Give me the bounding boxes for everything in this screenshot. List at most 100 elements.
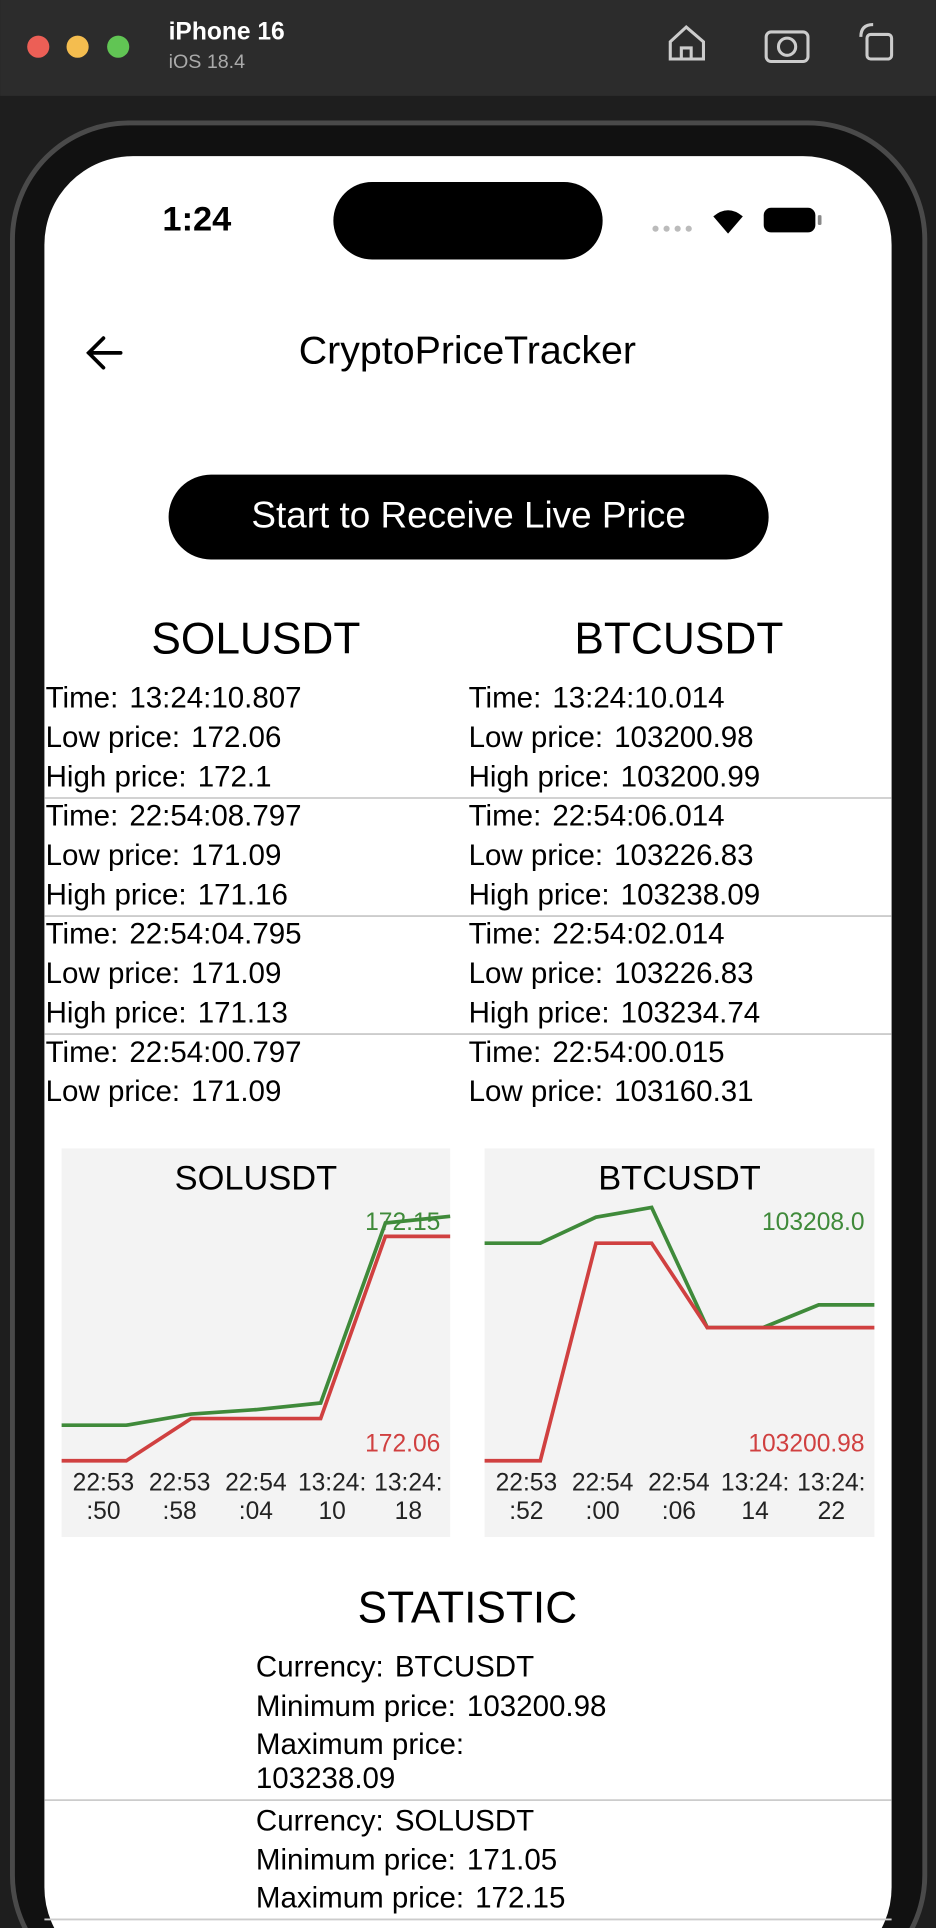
price-time-label: Time:: [469, 918, 542, 951]
price-high-label: High price:: [46, 878, 187, 911]
price-high-value: 172.1: [198, 760, 272, 793]
price-low-label: Low price:: [469, 957, 603, 990]
price-low-label: Low price:: [46, 1075, 180, 1108]
price-high: High price: 103200.99: [469, 760, 761, 793]
zoom-button[interactable]: [107, 35, 130, 58]
stat-currency: Currency: SOLUSDT: [256, 1804, 534, 1837]
price-time-value: 13:24:10.807: [129, 681, 301, 714]
price-high: High price: 171.16: [46, 878, 288, 911]
price-low-value: 171.09: [191, 839, 281, 872]
x-tick-label: :52: [509, 1498, 543, 1525]
price-high: High price: 172.1: [46, 760, 272, 793]
stat-min: Minimum price: 171.05: [256, 1843, 557, 1876]
x-tick-label: 22:53: [496, 1470, 558, 1497]
start-button-label[interactable]: Start to Receive Live Price: [251, 494, 685, 535]
price-time-label: Time:: [469, 681, 542, 714]
price-time: Time: 22:54:00.797: [46, 1036, 302, 1069]
chart-panel: [484, 1148, 875, 1537]
stat-currency: Currency: BTCUSDT: [256, 1650, 534, 1683]
price-low-value: 103160.31: [614, 1075, 753, 1108]
x-tick-label: 13:24:: [298, 1470, 366, 1497]
price-low: Low price: 103226.83: [469, 839, 754, 872]
stat-max-value: 103238.09: [256, 1762, 395, 1795]
x-tick-label: 22:53: [149, 1470, 211, 1497]
price-high-label: High price:: [469, 878, 610, 911]
price-low: Low price: 103226.83: [469, 957, 754, 990]
price-time-value: 22:54:08.797: [129, 799, 301, 832]
price-line-low: [61, 1234, 451, 1463]
price-low: Low price: 171.09: [46, 1075, 282, 1108]
stat-currency-value: BTCUSDT: [395, 1650, 534, 1683]
dynamic-island: [333, 181, 603, 260]
stat-min-value: 171.05: [467, 1843, 557, 1876]
chart-panel: [61, 1148, 451, 1537]
price-high-value: 103234.74: [621, 996, 760, 1029]
stat-min-value: 103200.98: [467, 1690, 606, 1723]
start-button[interactable]: [168, 474, 769, 560]
x-tick-label: 13:24:: [721, 1470, 789, 1497]
price-high: High price: 171.13: [46, 996, 288, 1029]
price-low-label: Low price:: [469, 1075, 603, 1108]
statistic-title: STATISTIC: [358, 1583, 578, 1632]
price-time-value: 22:54:02.014: [552, 918, 724, 951]
price-high: High price: 103238.09: [469, 878, 761, 911]
feed-symbol: BTCUSDT: [574, 615, 783, 664]
price-high: High price: 103234.74: [469, 996, 761, 1029]
x-tick-label: 22: [818, 1498, 845, 1525]
price-high-value: 171.16: [198, 878, 288, 911]
price-time: Time: 13:24:10.807: [46, 681, 302, 714]
device-name: iPhone 16: [169, 19, 285, 46]
low-price-label: 103200.98: [748, 1430, 864, 1457]
price-time-label: Time:: [46, 918, 119, 951]
price-low-value: 171.09: [191, 1075, 281, 1108]
stat-currency-label: Currency:: [256, 1804, 384, 1837]
price-time: Time: 22:54:06.014: [469, 799, 725, 832]
price-low-label: Low price:: [46, 721, 180, 754]
price-time-value: 22:54:04.795: [129, 918, 301, 951]
price-time-value: 13:24:10.014: [552, 681, 724, 714]
x-tick-label: :00: [586, 1498, 620, 1525]
x-tick-label: :50: [86, 1498, 120, 1525]
stat-min-label: Minimum price:: [256, 1690, 456, 1723]
price-low-label: Low price:: [46, 839, 180, 872]
price-time: Time: 22:54:00.015: [469, 1036, 725, 1069]
price-low-value: 103226.83: [614, 957, 753, 990]
stat-max-value: 172.15: [475, 1882, 565, 1915]
x-tick-label: 13:24:: [374, 1470, 442, 1497]
stat-min: Minimum price: 103200.98: [256, 1690, 607, 1723]
price-time-value: 22:54:00.797: [129, 1036, 301, 1069]
x-tick-label: :06: [662, 1498, 696, 1525]
price-low-value: 103226.83: [614, 839, 753, 872]
price-high-label: High price:: [46, 760, 187, 793]
price-low-value: 172.06: [191, 721, 281, 754]
price-low: Low price: 171.09: [46, 957, 282, 990]
rotate-icon[interactable]: [865, 32, 894, 61]
back-button[interactable]: [86, 336, 123, 370]
toolbar-icons: [668, 23, 894, 64]
price-time: Time: 13:24:10.014: [469, 681, 725, 714]
x-tick-label: 13:24:: [797, 1470, 865, 1497]
close-button[interactable]: [27, 35, 50, 58]
price-time-label: Time:: [46, 799, 119, 832]
price-time-label: Time:: [46, 1036, 119, 1069]
price-high-label: High price:: [469, 996, 610, 1029]
status-time: 1:24: [162, 200, 231, 238]
app-title: CryptoPriceTracker: [299, 328, 636, 372]
price-high-value: 171.13: [198, 996, 288, 1029]
high-price-label: 103208.0: [762, 1209, 865, 1236]
price-time-value: 22:54:00.015: [552, 1036, 724, 1069]
price-time: Time: 22:54:08.797: [46, 799, 302, 832]
price-time-label: Time:: [469, 1036, 542, 1069]
price-low-label: Low price:: [46, 957, 180, 990]
price-high-value: 103200.99: [621, 760, 760, 793]
chart-title: BTCUSDT: [598, 1160, 760, 1198]
price-low-label: Low price:: [469, 721, 603, 754]
stat-max-label: Maximum price:: [256, 1882, 464, 1915]
minimize-button[interactable]: [66, 35, 89, 58]
price-low-label: Low price:: [469, 839, 603, 872]
feed-symbol: SOLUSDT: [151, 615, 360, 664]
home-icon[interactable]: [668, 24, 706, 61]
screenshot-icon[interactable]: [764, 30, 810, 64]
